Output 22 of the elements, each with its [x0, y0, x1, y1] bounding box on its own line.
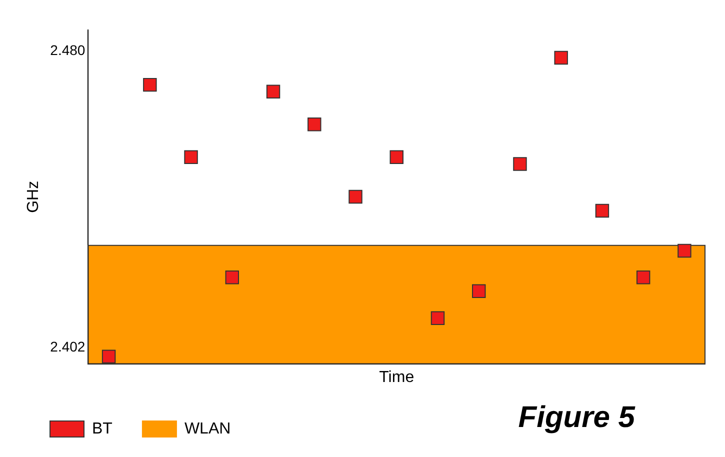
point [348, 190, 362, 204]
point [308, 118, 322, 132]
point [225, 270, 240, 284]
point [636, 270, 650, 284]
point [143, 78, 157, 92]
legend-label: BT [92, 420, 113, 438]
y-tick-label: 2.402 [50, 338, 86, 355]
point [678, 244, 692, 258]
point [184, 150, 198, 164]
point [472, 284, 486, 298]
point [595, 204, 610, 218]
point [430, 311, 445, 325]
legend-label: WLAN [184, 420, 231, 438]
point [390, 150, 404, 164]
y-axis-title: GHz [25, 180, 42, 213]
point [266, 84, 280, 99]
caption: Figure 5 [518, 401, 635, 435]
point [102, 350, 116, 364]
point [513, 157, 527, 171]
x-axis-title: Time [379, 368, 414, 386]
y-tick-label: 2.480 [50, 42, 86, 58]
point [554, 50, 568, 65]
